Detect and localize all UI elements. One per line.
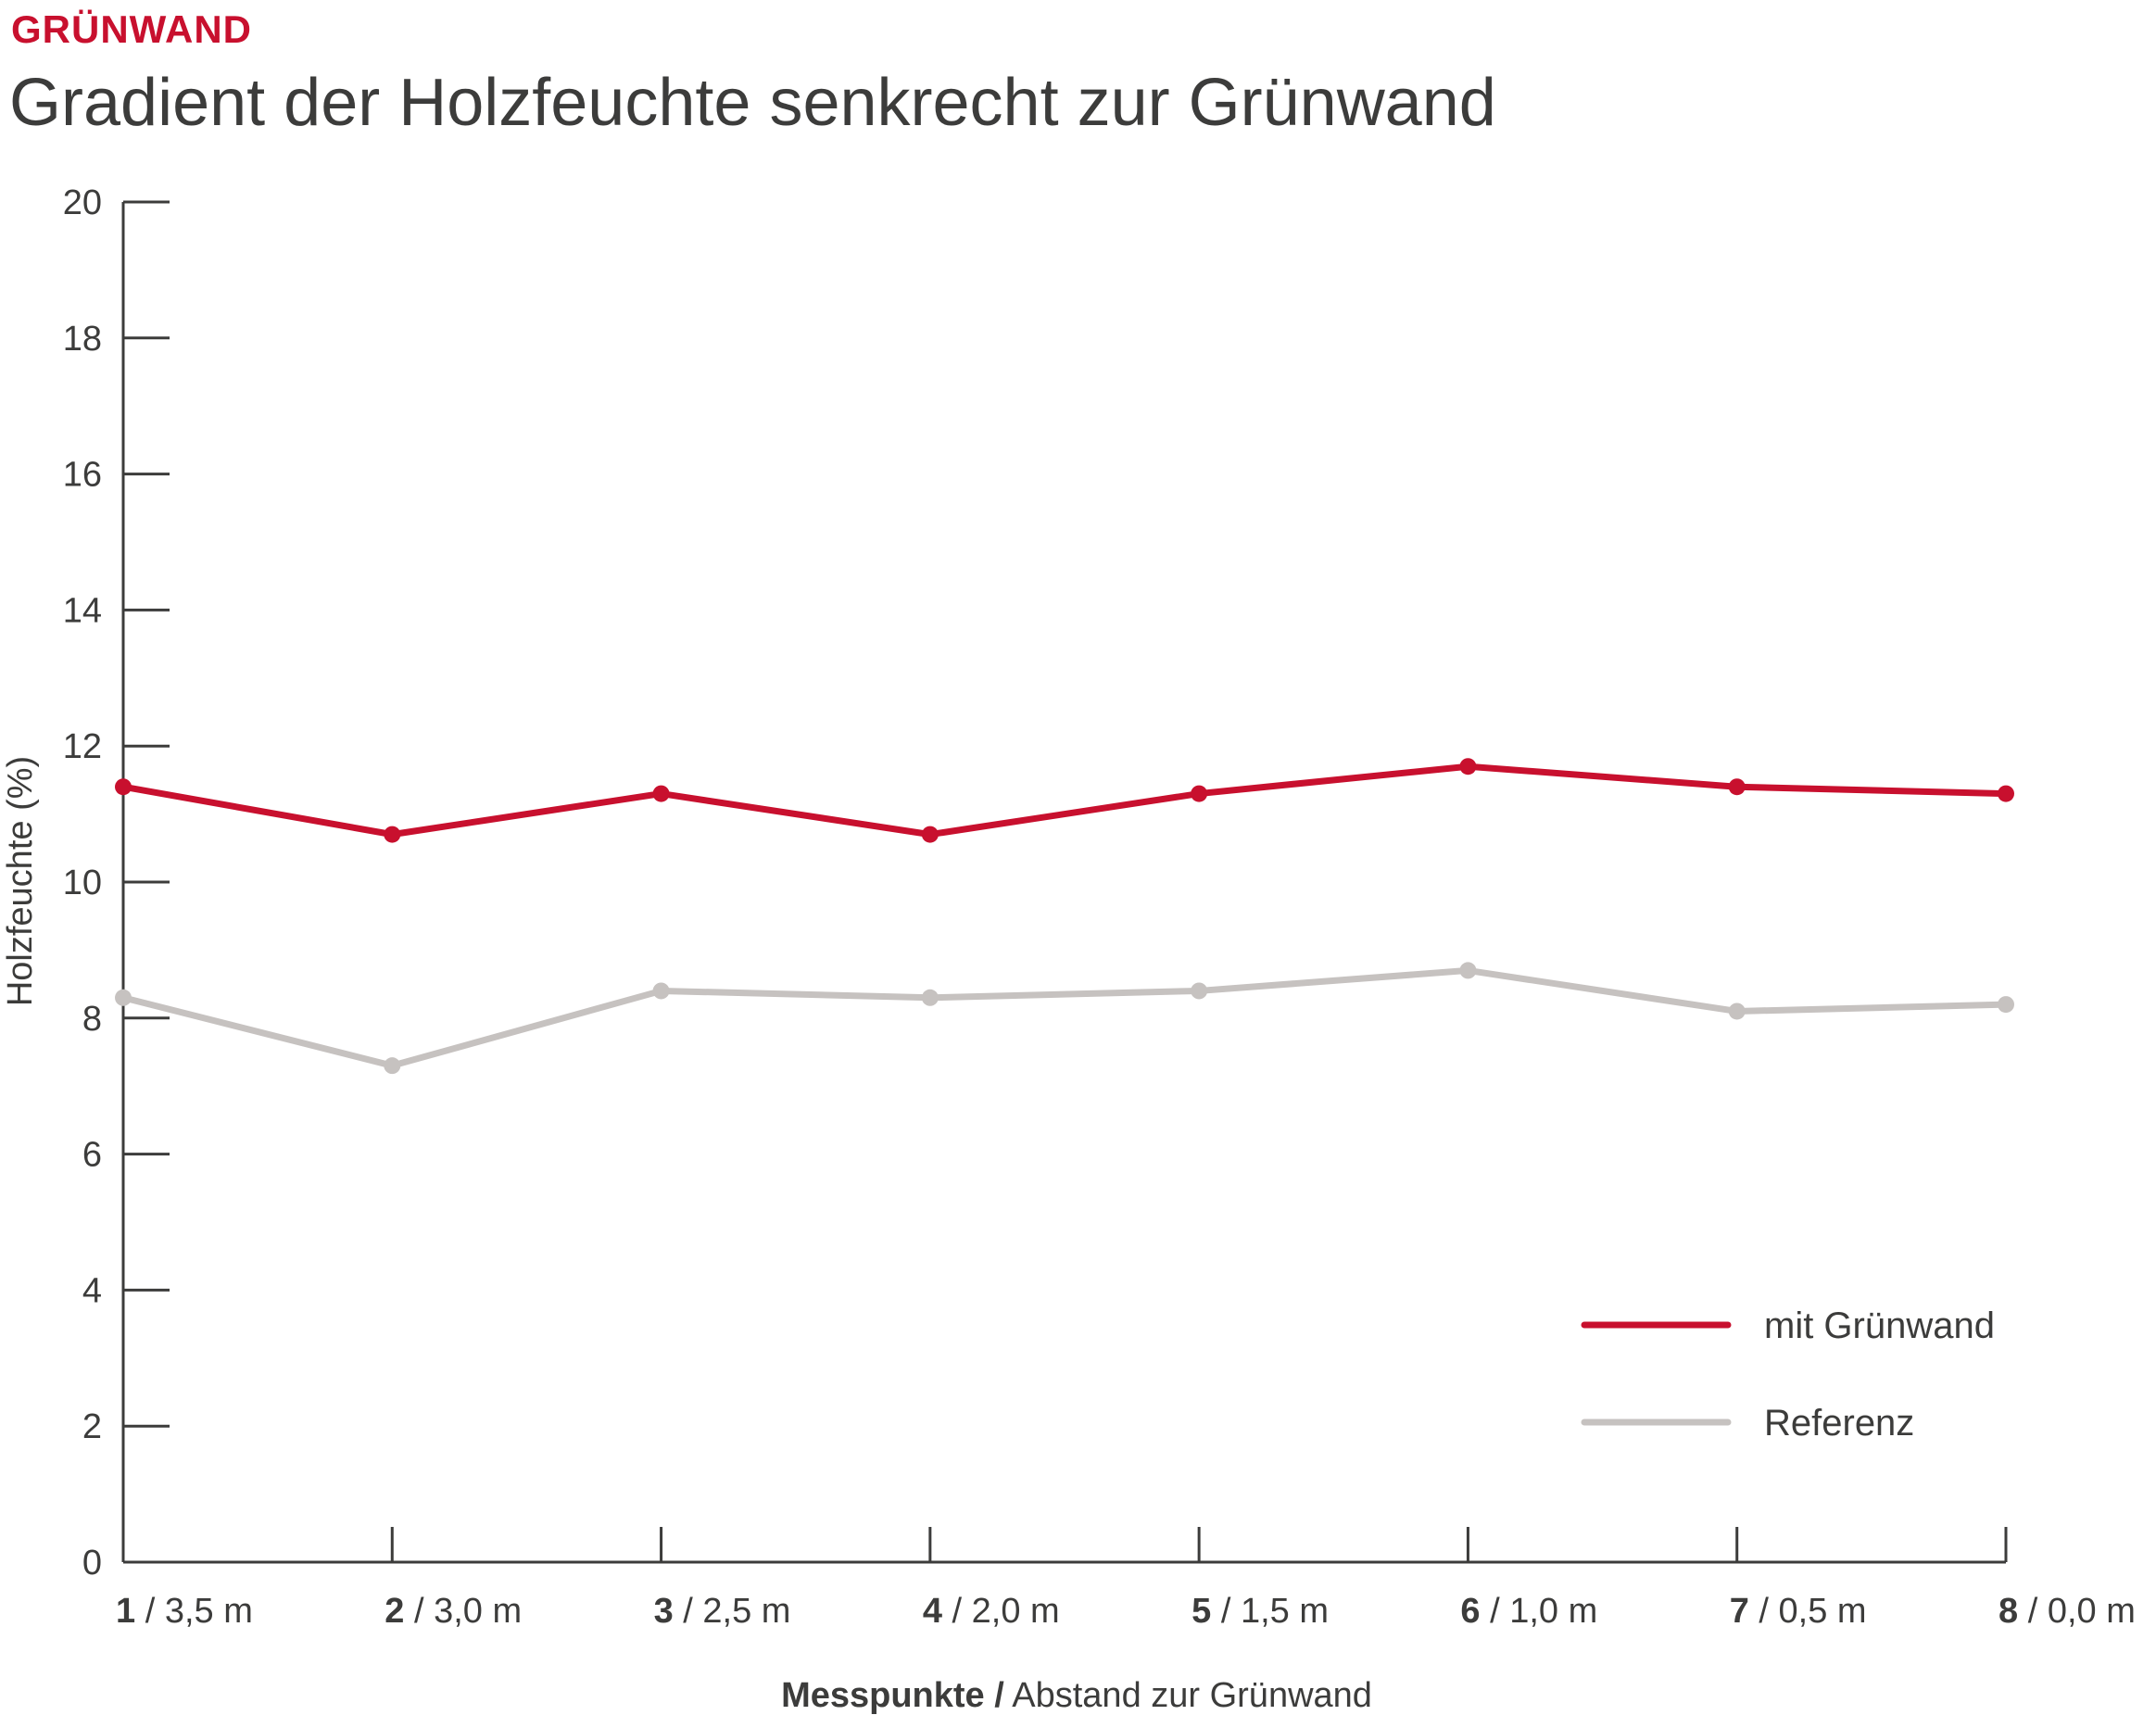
x-tick-label: 5 / 1,5 m — [1191, 1592, 1329, 1631]
y-tick-label: 16 — [63, 456, 102, 495]
x-tick-label-distance: / 0,5 m — [1749, 1592, 1867, 1631]
series-point-2 — [1459, 962, 1477, 979]
x-tick-label-distance: / 3,0 m — [404, 1592, 522, 1631]
x-tick-label-number: 2 — [385, 1592, 404, 1631]
series-point-2 — [652, 982, 670, 1000]
x-tick-label-number: 5 — [1191, 1592, 1211, 1631]
x-tick-label: 4 / 2,0 m — [923, 1592, 1060, 1631]
x-tick-label: 2 / 3,0 m — [385, 1592, 522, 1631]
x-tick-label-number: 1 — [116, 1592, 135, 1631]
series-point-1 — [1998, 785, 2014, 802]
x-tick-label: 7 / 0,5 m — [1730, 1592, 1867, 1631]
series-line-1 — [120, 763, 2010, 839]
x-axis-title: Messpunkte / Abstand zur Grünwand — [781, 1676, 1372, 1715]
x-tick-label: 6 / 1,0 m — [1460, 1592, 1597, 1631]
y-tick-label: 0 — [82, 1544, 102, 1583]
series-point-1 — [1191, 785, 1208, 802]
legend-label-2: Referenz — [1764, 1403, 1914, 1444]
series-point-1 — [1459, 758, 1477, 776]
chart-title: Gradient der Holzfeuchte senkrecht zur G… — [9, 66, 1496, 140]
x-tick-label-distance: / 1,5 m — [1211, 1592, 1329, 1631]
series-layer — [115, 758, 2014, 1075]
series-point-1 — [1728, 778, 1746, 796]
y-tick-label: 10 — [63, 864, 102, 902]
series-point-2 — [921, 989, 939, 1006]
x-axis-title-bold: Messpunkte / — [781, 1676, 1004, 1715]
y-tick-label: 8 — [82, 1000, 102, 1039]
series-point-1 — [115, 778, 132, 796]
x-tick-label: 1 / 3,5 m — [116, 1592, 253, 1631]
legend-label-1: mit Grünwand — [1764, 1305, 1995, 1346]
y-tick-label: 12 — [63, 727, 102, 766]
x-tick-label-number: 8 — [1998, 1592, 2018, 1631]
y-tick-label: 20 — [63, 183, 102, 222]
series-point-2 — [115, 989, 132, 1006]
x-tick-label-distance: / 2,5 m — [674, 1592, 791, 1631]
x-axis-title-rest: Abstand zur Grünwand — [1004, 1676, 1372, 1715]
x-tick-label-distance: / 1,0 m — [1481, 1592, 1598, 1631]
x-tick-label: 3 / 2,5 m — [654, 1592, 791, 1631]
series-point-1 — [384, 826, 401, 843]
y-axis-title: Holzfeuchte (%) — [1, 756, 40, 1006]
x-tick-label-distance: / 0,0 m — [2018, 1592, 2136, 1631]
series-point-2 — [1191, 982, 1208, 1000]
series-point-2 — [384, 1057, 401, 1075]
series-line-2 — [120, 966, 2010, 1069]
x-tick-label-number: 3 — [654, 1592, 674, 1631]
x-tick-label-number: 4 — [923, 1592, 942, 1631]
series-point-2 — [1998, 996, 2014, 1014]
x-tick-label-distance: / 3,5 m — [135, 1592, 253, 1631]
y-tick-label: 4 — [82, 1271, 102, 1310]
series-point-1 — [652, 785, 670, 802]
x-tick-label: 8 / 0,0 m — [1998, 1592, 2136, 1631]
y-tick-label: 14 — [63, 591, 102, 630]
legend: mit Grünwand Referenz — [1581, 1305, 1995, 1444]
series-point-2 — [1728, 1003, 1746, 1020]
x-tick-label-number: 6 — [1460, 1592, 1480, 1631]
x-tick-label-distance: / 2,0 m — [942, 1592, 1060, 1631]
y-tick-label: 18 — [63, 320, 102, 359]
y-tick-label: 6 — [82, 1136, 102, 1175]
series-point-1 — [921, 826, 939, 843]
x-tick-label-number: 7 — [1730, 1592, 1749, 1631]
y-tick-label: 2 — [82, 1407, 102, 1446]
chart-kicker: GRÜNWAND — [11, 7, 252, 51]
